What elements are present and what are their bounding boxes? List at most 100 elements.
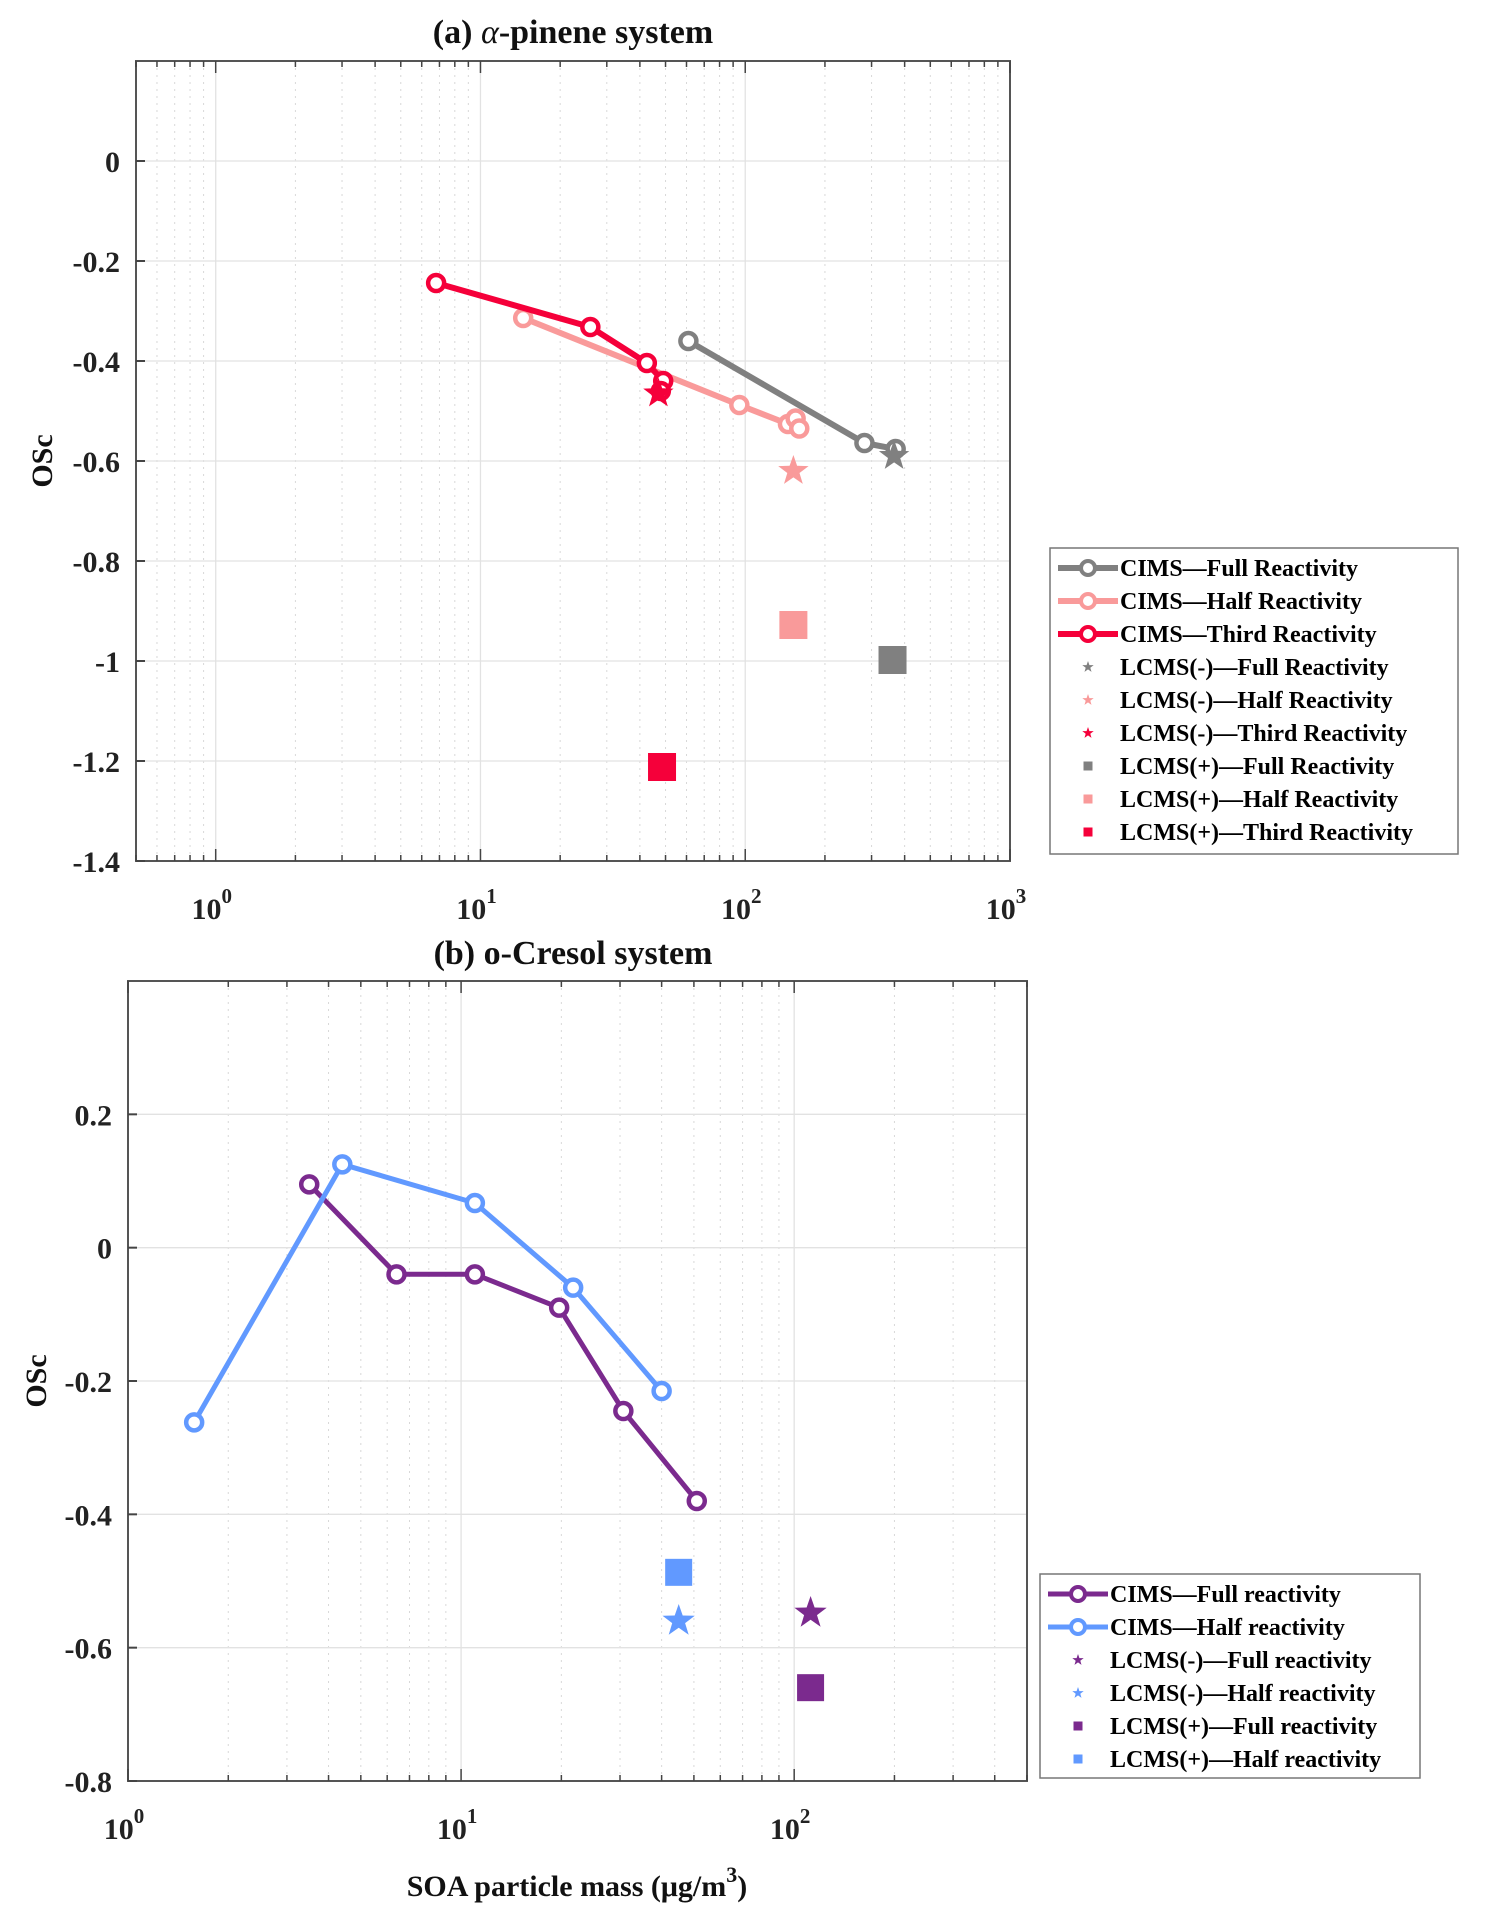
legend-label: CIMS—Full reactivity <box>1110 1582 1341 1608</box>
y-tick-label: -0.8 <box>65 1766 113 1799</box>
legend-label: LCMS(+)—Full reactivity <box>1110 1714 1377 1740</box>
series-lcms-third-reactivity <box>643 377 674 407</box>
series-lcms-full-reactivity <box>878 646 907 674</box>
panel-a-grid <box>135 61 1011 862</box>
panel-a-marks <box>425 272 910 781</box>
y-tick-label: 0 <box>105 146 120 179</box>
panel-b-grid <box>127 981 1028 1782</box>
series-lcms-half-reactivity <box>779 611 808 639</box>
panel-b-o-cresol: (b) o-Cresol system 0.2 0 -0.2 -0.4 -0.6 -0.8… <box>20 935 1421 1903</box>
series-line <box>307 1182 699 1503</box>
legend-item: CIMS—Full reactivity <box>1048 1582 1341 1608</box>
star-marker <box>643 377 674 407</box>
legend-item: LCMS(+)—Third Reactivity <box>1083 820 1413 846</box>
data-point <box>332 1154 353 1175</box>
y-tick-label: -0.2 <box>65 1366 113 1399</box>
y-tick-label: -0.6 <box>65 1633 113 1666</box>
x-tick-label: 103 <box>986 884 1027 926</box>
series-lcms-full-reactivity <box>794 1596 827 1627</box>
x-tick-label: 102 <box>770 1804 811 1846</box>
panel-a-y-axis-label: OSc <box>26 434 59 487</box>
panel-b-x-axis-label: SOA particle mass (μg/m3) <box>407 1862 747 1903</box>
square-marker <box>878 646 907 674</box>
star-marker <box>878 440 910 469</box>
data-point <box>729 394 750 416</box>
series-lcms-full-reactivity <box>797 1674 825 1702</box>
legend-item: CIMS—Full Reactivity <box>1058 556 1358 582</box>
legend-star-icon <box>1072 1687 1084 1698</box>
data-point <box>298 1174 320 1195</box>
series-cims-half-reactivity <box>183 1154 672 1433</box>
panel-b-title: (b) o-Cresol system <box>434 935 713 972</box>
y-tick-label: 0 <box>97 1233 112 1266</box>
square-marker <box>797 1674 825 1702</box>
y-tick-label: -0.2 <box>73 246 121 279</box>
y-tick-label: -0.8 <box>73 546 121 579</box>
panel-a-title: (a) α-pinene system <box>433 14 713 51</box>
legend-item: LCMS(-)—Half reactivity <box>1072 1681 1376 1707</box>
panel-a-alpha-pinene: (a) α-pinene system 0 -0.2 -0.4 -0.6 -0.8 -1 -… <box>26 14 1459 926</box>
series-cims-full-reactivity <box>298 1174 708 1512</box>
legend-label: CIMS—Third Reactivity <box>1120 622 1377 648</box>
panel-a-legend: CIMS—Full Reactivity CIMS—Half Reactivity… <box>1049 547 1459 855</box>
legend-label: LCMS(-)—Half Reactivity <box>1120 688 1393 714</box>
legend-item: LCMS(-)—Half Reactivity <box>1082 688 1393 714</box>
star-marker <box>794 1596 827 1627</box>
data-point <box>548 1297 570 1318</box>
data-point <box>651 1380 672 1402</box>
square-marker <box>648 753 677 781</box>
panel-b-y-axis-label: OSc <box>20 1354 53 1407</box>
series-lcms-half-reactivity <box>778 455 809 484</box>
x-tick-label: 100 <box>191 884 232 926</box>
y-tick-label: 0.2 <box>75 1099 113 1132</box>
y-tick-label: -1.2 <box>73 746 121 779</box>
legend-item: CIMS—Half reactivity <box>1048 1615 1345 1641</box>
series-line <box>192 1161 664 1424</box>
legend-star-icon <box>1082 661 1094 672</box>
legend-label: LCMS(+)—Half reactivity <box>1110 1747 1381 1773</box>
legend-circle-icon <box>1069 1585 1087 1603</box>
legend-square-icon <box>1083 794 1093 804</box>
series-lcms-third-reactivity <box>648 753 677 781</box>
legend-circle-icon <box>1079 625 1097 643</box>
legend-circle-icon <box>1079 559 1097 577</box>
data-point <box>613 1400 634 1422</box>
series-line <box>435 280 667 392</box>
legend-square-icon <box>1083 827 1093 837</box>
legend-item: LCMS(-)—Full Reactivity <box>1082 655 1389 681</box>
legend-item: LCMS(-)—Third Reactivity <box>1082 721 1407 747</box>
legend-item: LCMS(+)—Half reactivity <box>1073 1747 1381 1773</box>
data-point <box>562 1277 584 1298</box>
y-tick-label: -1 <box>95 646 120 679</box>
legend-square-icon <box>1073 1754 1083 1764</box>
legend-label: CIMS—Full Reactivity <box>1120 556 1358 582</box>
legend-label: CIMS—Half reactivity <box>1110 1615 1345 1641</box>
legend-label: LCMS(+)—Half Reactivity <box>1120 787 1398 813</box>
x-tick-label: 102 <box>721 884 762 926</box>
square-marker <box>665 1558 693 1586</box>
x-tick-label: 101 <box>437 1804 478 1846</box>
legend-square-icon <box>1073 1721 1083 1731</box>
legend-square-icon <box>1083 761 1093 771</box>
data-point <box>636 352 658 374</box>
legend-star-icon <box>1072 1654 1084 1665</box>
panel-b-ticks: 0.2 0 -0.2 -0.4 -0.6 -0.8 100 101 102 <box>65 981 1028 1846</box>
legend-star-icon <box>1082 727 1094 738</box>
data-point <box>580 316 601 338</box>
legend-item: CIMS—Third Reactivity <box>1058 622 1377 648</box>
star-marker <box>778 455 809 484</box>
square-marker <box>779 611 808 639</box>
legend-label: CIMS—Half Reactivity <box>1120 589 1362 615</box>
legend-item: LCMS(+)—Full Reactivity <box>1083 754 1394 780</box>
data-point <box>854 432 875 454</box>
panel-b-marks <box>183 1154 827 1702</box>
x-tick-label: 100 <box>104 1804 145 1846</box>
legend-label: LCMS(-)—Full Reactivity <box>1120 655 1389 681</box>
data-point <box>464 1192 486 1214</box>
y-tick-label: -0.4 <box>65 1499 113 1532</box>
data-point <box>183 1412 205 1433</box>
x-tick-label: 101 <box>456 884 497 926</box>
y-tick-label: -0.4 <box>73 346 121 379</box>
legend-item: LCMS(-)—Full reactivity <box>1072 1648 1372 1674</box>
